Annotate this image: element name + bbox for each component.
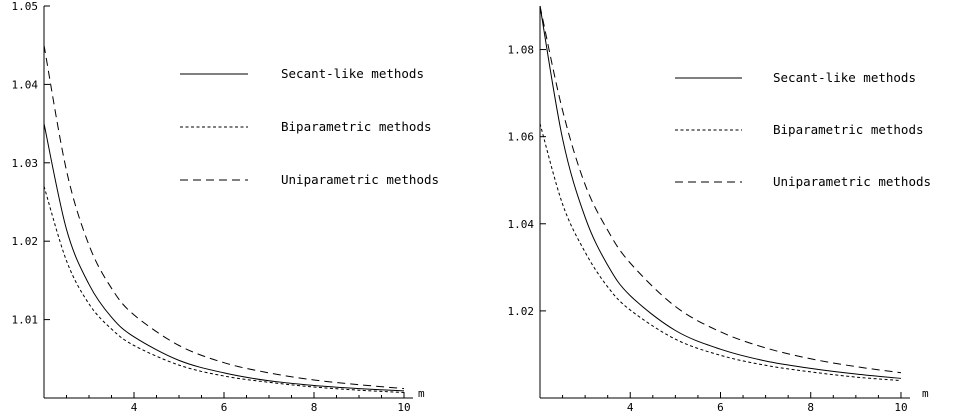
- y-tick-label: 1.05: [12, 0, 39, 13]
- series-line-3: [43, 45, 405, 390]
- y-tick-label: 1.04: [12, 78, 39, 91]
- x-tick-label: 10: [397, 401, 410, 414]
- series-line-1: [43, 123, 405, 392]
- legend-label-2: Biparametric methods: [281, 119, 432, 134]
- y-tick-label: 1.06: [508, 131, 535, 144]
- legend-label-1: Secant-like methods: [773, 70, 916, 85]
- series-line-2: [539, 123, 902, 382]
- series-line-3: [539, 5, 902, 374]
- series-line-1: [539, 5, 902, 379]
- x-tick-label: 8: [311, 401, 318, 414]
- x-axis-label: m: [922, 387, 929, 400]
- x-axis-label: m: [418, 387, 425, 400]
- y-tick-label: 1.02: [508, 305, 535, 318]
- chart-panel-2: 4 6 8 10 1.02 1.04 1.06 1.08 m Secant-like method…: [508, 5, 931, 414]
- series-line-2: [43, 186, 405, 393]
- x-tick-label: 6: [717, 401, 724, 414]
- x-tick-label: 4: [627, 401, 634, 414]
- y-tick-label: 1.03: [12, 157, 39, 170]
- legend-label-2: Biparametric methods: [773, 122, 924, 137]
- y-tick-label: 1.02: [12, 235, 39, 248]
- x-tick-label: 6: [221, 401, 228, 414]
- y-tick-label: 1.08: [508, 44, 535, 57]
- legend-label-3: Uniparametric methods: [281, 172, 439, 187]
- x-tick-label: 10: [894, 401, 907, 414]
- chart-panel-1: 4 6 8 10 1.01 1.02 1.03 1.04 1.05 m Secant-like me…: [12, 0, 440, 414]
- legend-label-3: Uniparametric methods: [773, 174, 931, 189]
- x-tick-label: 4: [131, 401, 138, 414]
- y-tick-label: 1.01: [12, 314, 39, 327]
- legend-label-1: Secant-like methods: [281, 66, 424, 81]
- y-tick-label: 1.04: [508, 218, 535, 231]
- x-tick-label: 8: [807, 401, 814, 414]
